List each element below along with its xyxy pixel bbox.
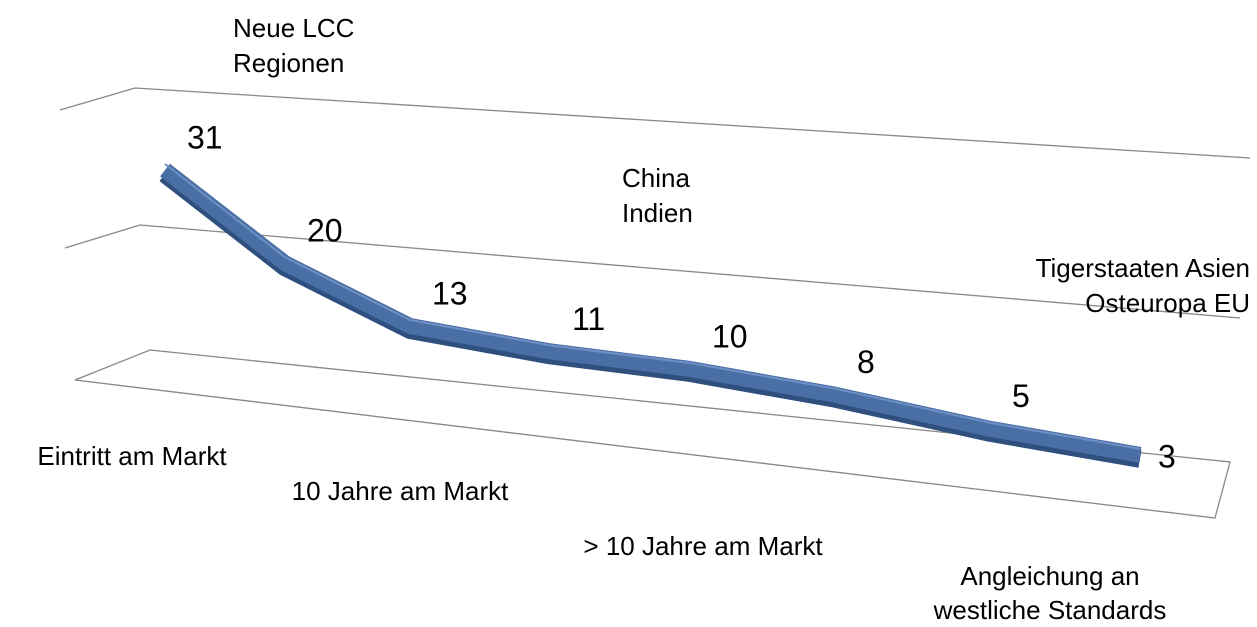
floor-plane — [74, 349, 1231, 519]
x-tick-label: > 10 Jahre am Markt — [583, 531, 823, 561]
line-highlight — [164, 163, 1141, 450]
data-label: 31 — [187, 119, 223, 155]
back-plane — [59, 87, 1251, 159]
annotation: Indien — [622, 198, 693, 228]
annotation: Neue LCC — [233, 13, 354, 43]
x-tick-label: westliche Standards — [933, 595, 1167, 625]
data-label: 5 — [1012, 378, 1030, 414]
x-tick-label: Eintritt am Markt — [37, 441, 227, 471]
annotation: Tigerstaaten Asien — [1036, 253, 1250, 283]
data-label: 11 — [572, 301, 605, 337]
data-label: 13 — [432, 275, 468, 311]
annotation: Regionen — [233, 48, 344, 78]
line — [160, 163, 1142, 463]
annotation: Osteuropa EU — [1085, 288, 1250, 318]
data-label: 8 — [857, 344, 875, 380]
data-label: 20 — [307, 213, 343, 249]
data-label: 10 — [712, 318, 748, 354]
annotation: China — [622, 163, 690, 193]
x-tick-label: Angleichung an — [960, 561, 1139, 591]
middle-plane — [64, 224, 1241, 319]
data-label: 3 — [1158, 438, 1176, 474]
x-tick-label: 10 Jahre am Markt — [292, 476, 510, 506]
